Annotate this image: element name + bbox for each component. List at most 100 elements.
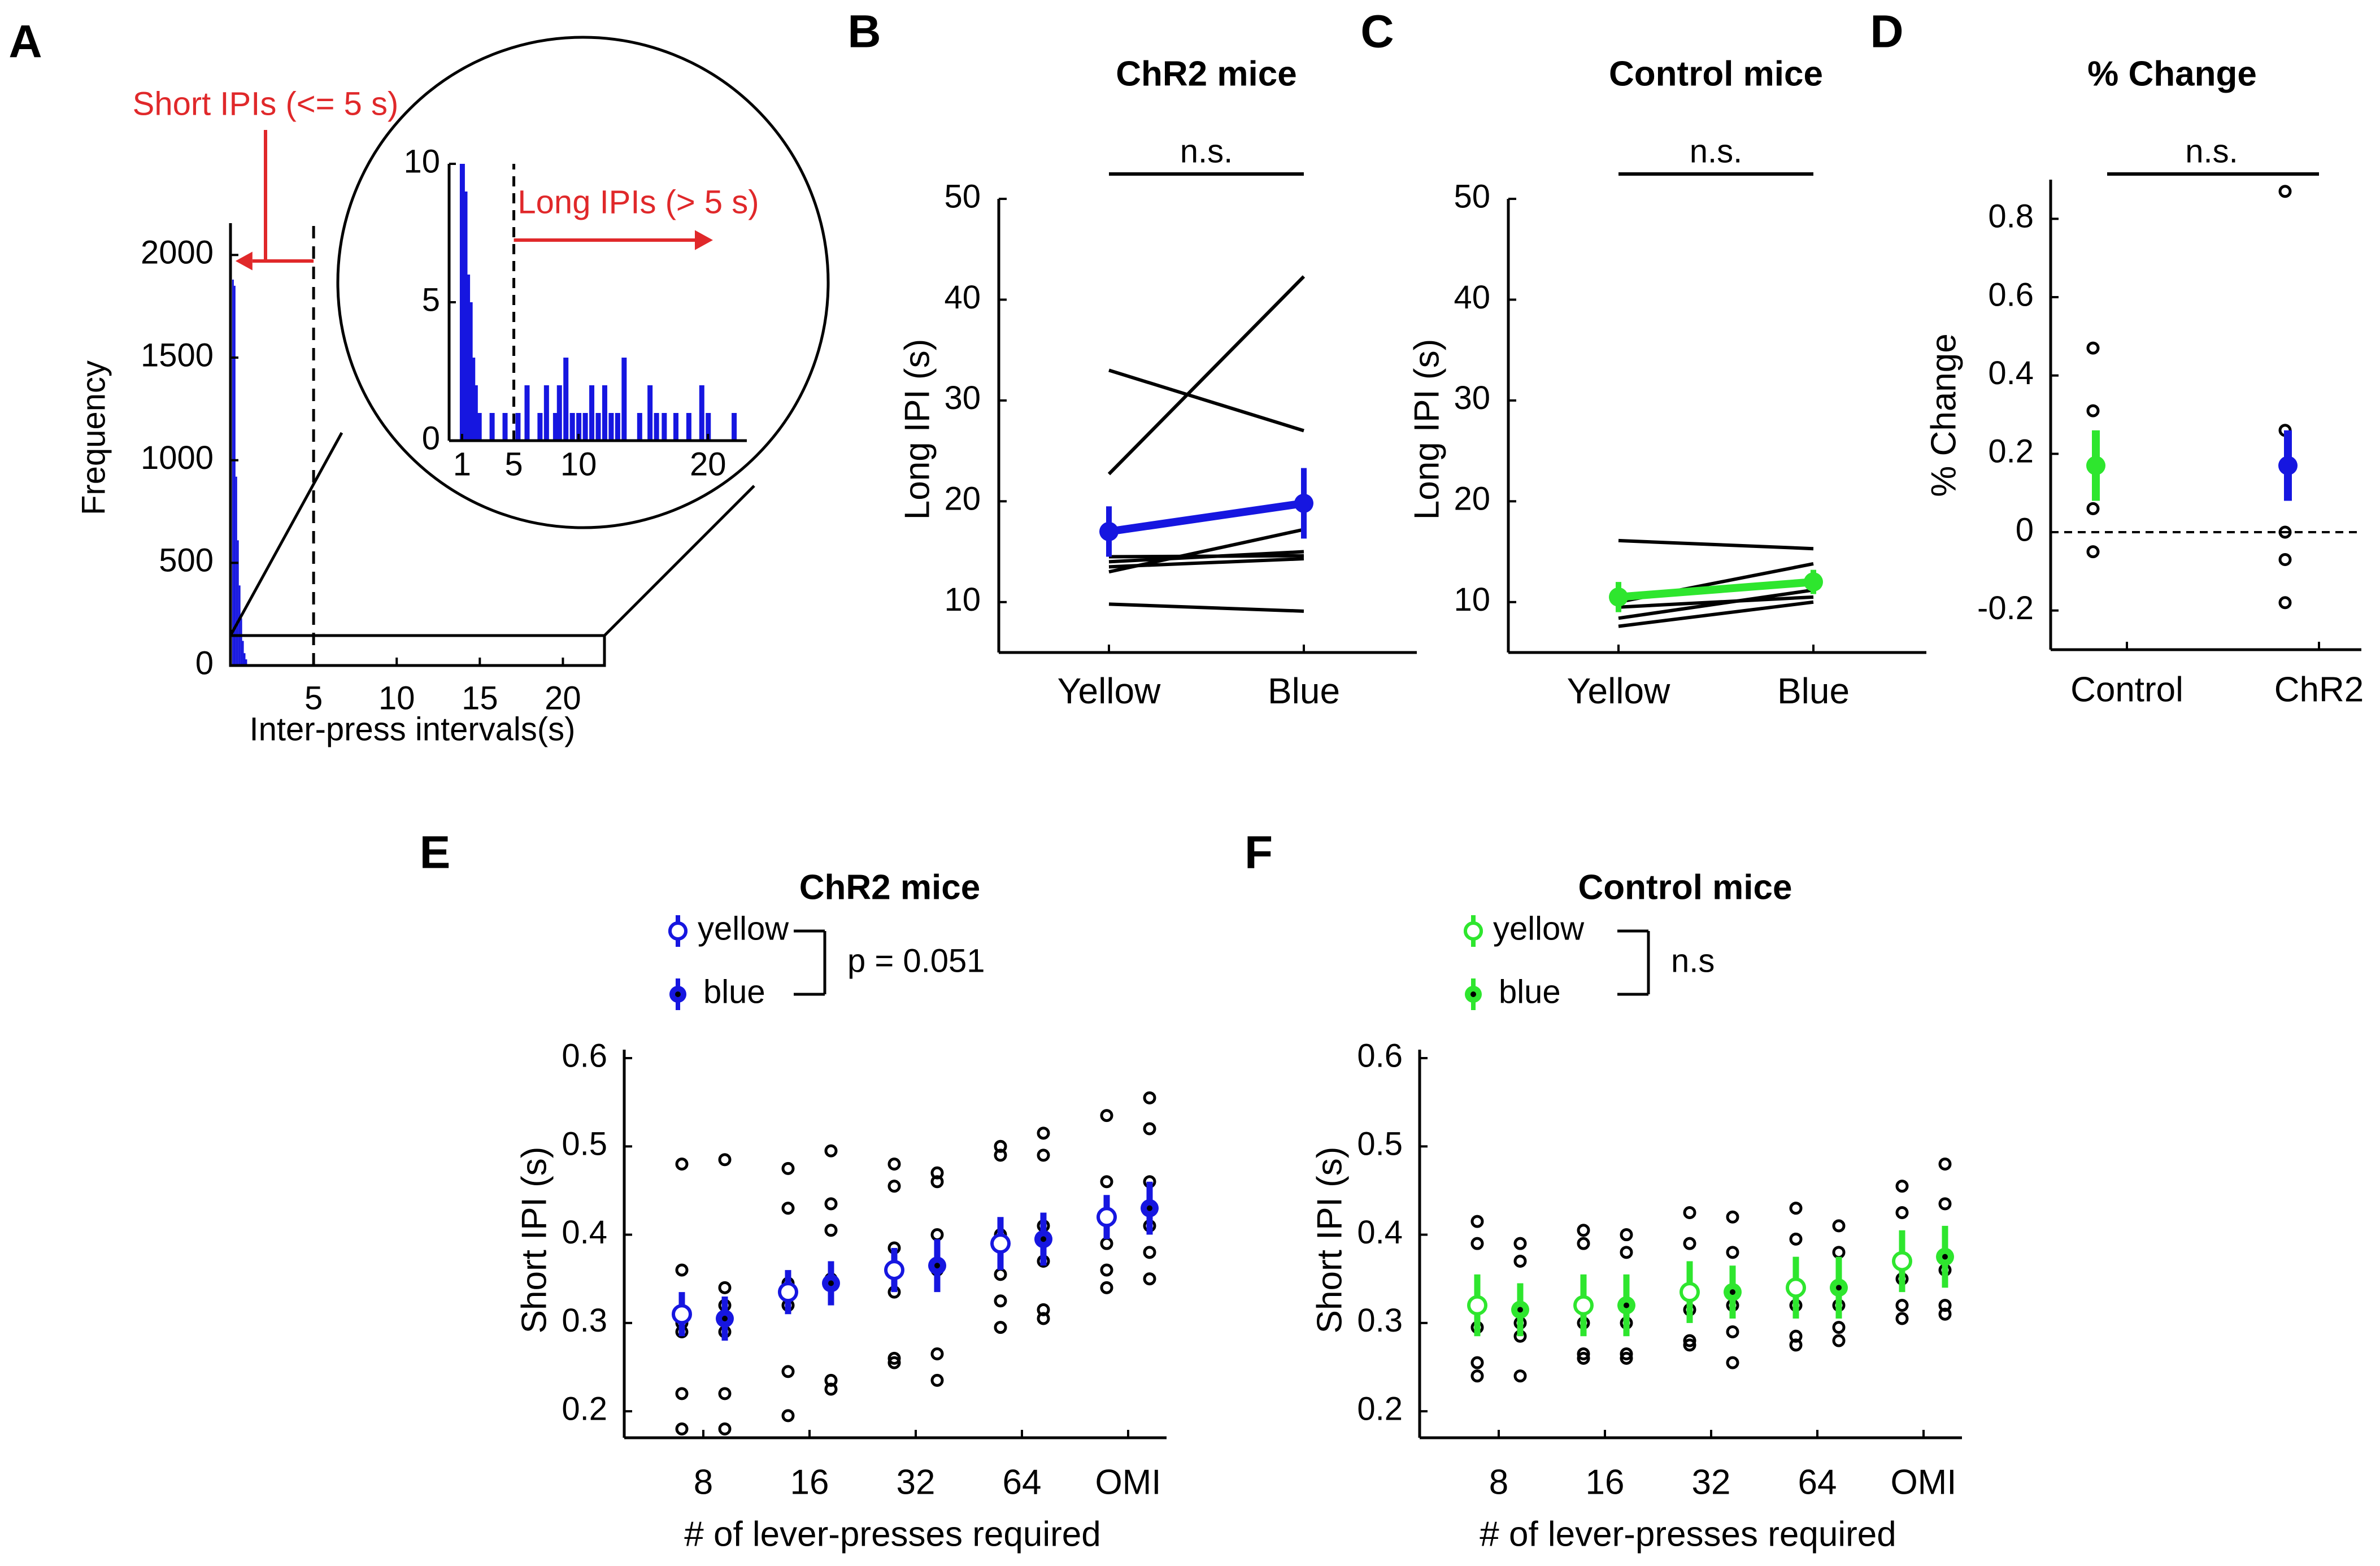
x-tick-label: 16 bbox=[790, 1463, 829, 1502]
individual-point bbox=[1832, 1321, 1846, 1334]
inset-histogram-bar bbox=[569, 413, 575, 441]
x-tick-label: Yellow bbox=[1058, 671, 1161, 711]
mean-point bbox=[1804, 572, 1823, 592]
inset-long-ipi-arrowhead bbox=[695, 230, 713, 250]
histogram-bar bbox=[235, 476, 237, 665]
y-tick-label: 0 bbox=[2016, 511, 2034, 548]
a-zoom-connector-right bbox=[603, 485, 755, 637]
individual-point bbox=[1726, 1325, 1739, 1338]
individual-point bbox=[1726, 1356, 1739, 1369]
individual-point bbox=[781, 1365, 795, 1378]
a-zoom-box bbox=[229, 634, 606, 667]
x-tick-label: Control bbox=[2070, 670, 2183, 709]
y-tick-label: 50 bbox=[1454, 178, 1490, 215]
individual-point bbox=[887, 1356, 901, 1369]
a-short-ipi-arrowhead bbox=[235, 251, 253, 271]
individual-point bbox=[2278, 596, 2292, 610]
y-axis-label: Short IPI (s) bbox=[515, 1147, 554, 1334]
inset-histogram-bar bbox=[563, 358, 569, 441]
individual-point bbox=[1789, 1202, 1803, 1215]
individual-point bbox=[824, 1144, 838, 1158]
individual-point bbox=[824, 1197, 838, 1211]
significance-label: n.s. bbox=[1690, 133, 1743, 169]
legend-stat-label: p = 0.051 bbox=[847, 942, 985, 979]
inset-histogram-bar bbox=[582, 413, 588, 441]
individual-point bbox=[1832, 1246, 1846, 1259]
inset-histogram-bar bbox=[706, 413, 711, 441]
histogram-bar bbox=[245, 659, 247, 665]
inset-x-tick-label: 5 bbox=[504, 446, 523, 482]
a-zoom-connector-left bbox=[229, 432, 343, 637]
individual-point bbox=[1726, 1246, 1739, 1259]
x-tick-label: ChR2 bbox=[2274, 670, 2364, 709]
inset-histogram-bar bbox=[470, 358, 476, 441]
inset-histogram-bar bbox=[524, 385, 530, 441]
x-tick-label: Blue bbox=[1268, 671, 1340, 711]
inset-histogram-bar bbox=[602, 385, 607, 441]
yellow-mean-point bbox=[990, 1233, 1011, 1254]
y-tick-label: 0.5 bbox=[562, 1126, 607, 1163]
histogram-bar bbox=[233, 285, 236, 665]
panel-letter-f: F bbox=[1245, 827, 1273, 878]
inset-histogram-bar bbox=[467, 302, 473, 441]
individual-point bbox=[1789, 1232, 1803, 1246]
inset-x-tick-label: 10 bbox=[560, 446, 597, 482]
x-tick-label: 8 bbox=[1489, 1463, 1508, 1502]
inset-x-tick-label: 20 bbox=[690, 446, 726, 482]
individual-point bbox=[1726, 1210, 1739, 1224]
individual-point bbox=[675, 1263, 689, 1277]
y-tick-label: 30 bbox=[1454, 380, 1490, 416]
panel-letter-c: C bbox=[1360, 6, 1394, 58]
individual-point bbox=[1037, 1149, 1050, 1162]
y-tick-label: 10 bbox=[1454, 581, 1490, 618]
histogram-bar bbox=[243, 653, 246, 665]
y-tick-label: 20 bbox=[944, 481, 981, 517]
x-tick-label: 8 bbox=[694, 1463, 713, 1502]
mean-line bbox=[1108, 499, 1305, 536]
significance-label: n.s. bbox=[1180, 133, 1233, 169]
x-axis-label: # of lever-presses required bbox=[684, 1515, 1100, 1554]
a-y-tick-label: 500 bbox=[159, 542, 214, 579]
inset-histogram-bar bbox=[476, 413, 482, 441]
y-tick-label: 10 bbox=[944, 581, 981, 618]
blue-mean-dot bbox=[1836, 1285, 1842, 1291]
individual-mouse-line bbox=[1618, 600, 1814, 628]
y-tick-label: -0.2 bbox=[1977, 590, 2034, 627]
individual-point bbox=[994, 1268, 1007, 1281]
a-x-axis-label: Inter-press intervals(s) bbox=[250, 711, 576, 747]
panel-b-title: ChR2 mice bbox=[1116, 54, 1296, 93]
y-tick-label: 50 bbox=[944, 178, 981, 215]
panel-letter-a: A bbox=[8, 16, 42, 68]
inset-histogram-bar bbox=[552, 413, 558, 441]
individual-point bbox=[824, 1382, 838, 1396]
inset-histogram-bar bbox=[459, 164, 465, 441]
inset-histogram-bar bbox=[654, 413, 659, 441]
individual-point bbox=[1470, 1237, 1484, 1250]
legend-yellow-label: yellow bbox=[698, 910, 789, 947]
inset-histogram-bar bbox=[595, 413, 601, 441]
panel-f-title: Control mice bbox=[1578, 868, 1792, 907]
individual-point bbox=[994, 1149, 1007, 1162]
individual-point bbox=[887, 1180, 901, 1193]
legend-stat-label: n.s bbox=[1671, 942, 1715, 979]
yellow-mean-point bbox=[1573, 1295, 1594, 1316]
individual-point bbox=[781, 1202, 795, 1215]
individual-point bbox=[1620, 1347, 1633, 1361]
legend-blue-dot bbox=[1470, 991, 1476, 997]
y-tick-label: 0.4 bbox=[1988, 355, 2034, 392]
yellow-mean-point bbox=[884, 1260, 904, 1281]
legend-blue-dot bbox=[675, 991, 681, 997]
individual-point bbox=[718, 1387, 732, 1400]
y-tick-label: 0.4 bbox=[562, 1214, 607, 1251]
individual-point bbox=[994, 1294, 1007, 1308]
individual-point bbox=[1683, 1237, 1696, 1250]
individual-point bbox=[2086, 341, 2100, 355]
individual-point bbox=[675, 1158, 689, 1171]
y-tick-label: 0.2 bbox=[562, 1390, 607, 1427]
histogram-bar bbox=[240, 618, 242, 665]
a-y-tick-label: 1000 bbox=[141, 440, 214, 476]
a-y-axis-label: Frequency bbox=[75, 360, 112, 515]
inset-histogram-bar bbox=[647, 385, 653, 441]
inset-histogram-bar bbox=[662, 413, 667, 441]
